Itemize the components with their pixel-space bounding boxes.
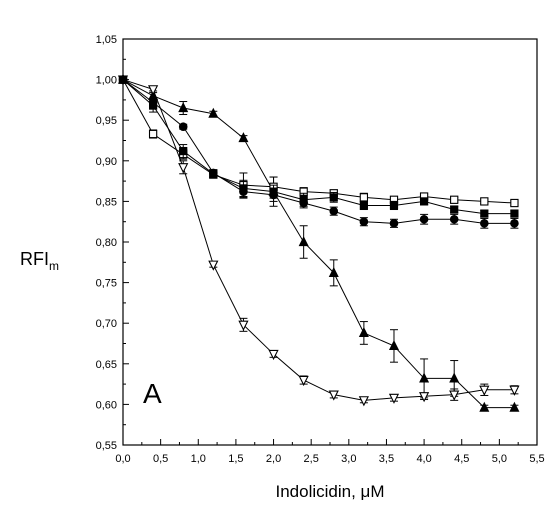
marker-filled-triangle bbox=[509, 401, 520, 412]
y-tick-label: 0,80 bbox=[96, 237, 117, 249]
marker-filled-triangle bbox=[358, 327, 369, 338]
svg-text:RFIm: RFIm bbox=[20, 249, 59, 273]
y-tick-label: 0,60 bbox=[96, 399, 117, 411]
series-layer bbox=[117, 73, 520, 412]
marker-filled-square bbox=[419, 197, 429, 206]
series-filled-square bbox=[118, 75, 519, 218]
marker-filled-circle bbox=[449, 214, 459, 224]
marker-filled-square bbox=[359, 201, 368, 210]
marker-filled-circle bbox=[118, 75, 128, 84]
series-line bbox=[122, 79, 515, 204]
x-tick-label: 4,5 bbox=[454, 453, 469, 465]
marker-filled-triangle bbox=[328, 266, 339, 277]
marker-open-triangle bbox=[208, 260, 219, 271]
marker-open-triangle bbox=[298, 375, 309, 387]
marker-filled-square bbox=[389, 201, 399, 210]
series-line bbox=[122, 79, 515, 409]
marker-filled-square bbox=[480, 209, 489, 218]
marker-filled-circle bbox=[209, 168, 218, 178]
marker-open-triangle bbox=[449, 390, 460, 401]
marker-filled-circle bbox=[359, 217, 369, 226]
marker-open-square bbox=[359, 193, 369, 202]
marker-open-triangle bbox=[238, 320, 249, 331]
marker-filled-circle bbox=[239, 187, 248, 196]
x-tick-label: 5,5 bbox=[529, 453, 544, 465]
marker-filled-triangle bbox=[449, 372, 460, 383]
marker-filled-circle bbox=[178, 122, 188, 131]
marker-open-triangle bbox=[479, 385, 490, 396]
marker-open-square bbox=[480, 197, 489, 206]
series-line bbox=[122, 79, 515, 224]
x-tick-label: 0,5 bbox=[153, 453, 168, 465]
y-tick-label: 0,65 bbox=[96, 359, 117, 371]
marker-filled-square bbox=[510, 209, 519, 218]
y-tick-label: 1,00 bbox=[96, 75, 117, 87]
y-axis-label-main: RFI bbox=[20, 249, 49, 269]
series-line bbox=[122, 79, 515, 401]
marker-filled-triangle bbox=[238, 132, 249, 143]
x-tick-label: 3,5 bbox=[379, 453, 394, 465]
series-open-square bbox=[118, 75, 519, 208]
marker-open-triangle bbox=[268, 349, 279, 361]
series-filled-triangle bbox=[117, 73, 520, 412]
marker-filled-circle bbox=[480, 219, 489, 228]
x-tick-label: 4,0 bbox=[416, 453, 431, 465]
x-tick-label: 0,0 bbox=[115, 453, 130, 465]
marker-filled-circle bbox=[389, 219, 399, 228]
series-line bbox=[122, 79, 515, 215]
x-tick-label: 5,0 bbox=[492, 453, 507, 465]
series-filled-circle bbox=[118, 75, 519, 229]
series-open-triangle-down bbox=[117, 75, 520, 407]
marker-filled-triangle bbox=[388, 340, 399, 351]
y-tick-label: 0,95 bbox=[96, 115, 117, 127]
marker-open-triangle bbox=[358, 396, 369, 407]
marker-filled-circle bbox=[419, 214, 429, 224]
x-tick-label: 1,5 bbox=[228, 453, 243, 465]
y-tick-label: 0,55 bbox=[96, 440, 117, 452]
x-tick-label: 2,5 bbox=[304, 453, 319, 465]
y-tick-label: 0,75 bbox=[96, 278, 117, 290]
marker-filled-triangle bbox=[208, 107, 219, 118]
marker-open-triangle bbox=[509, 385, 520, 396]
marker-open-triangle bbox=[178, 163, 189, 174]
marker-filled-square bbox=[329, 193, 338, 202]
y-tick-label: 0,85 bbox=[96, 196, 117, 208]
marker-open-triangle bbox=[328, 390, 339, 401]
marker-filled-circle bbox=[269, 190, 278, 200]
marker-filled-triangle bbox=[479, 401, 490, 412]
plot-frame bbox=[122, 38, 538, 446]
marker-open-square bbox=[510, 198, 519, 208]
marker-open-square bbox=[450, 195, 459, 204]
y-tick-label: 0,70 bbox=[96, 318, 117, 330]
y-axis-label-subscript: m bbox=[49, 259, 59, 273]
y-tick-label: 0,90 bbox=[96, 156, 117, 168]
x-tick-label: 1,0 bbox=[191, 453, 206, 465]
marker-open-triangle bbox=[388, 393, 400, 404]
marker-filled-circle bbox=[299, 198, 308, 208]
x-tick-label: 2,0 bbox=[266, 453, 281, 465]
marker-filled-circle bbox=[510, 219, 519, 228]
marker-filled-triangle bbox=[419, 372, 430, 383]
marker-filled-triangle bbox=[298, 236, 309, 247]
y-axis-label: RFIm bbox=[20, 249, 59, 273]
marker-filled-triangle bbox=[178, 102, 189, 113]
marker-open-square bbox=[148, 129, 158, 139]
x-tick-label: 3,0 bbox=[341, 453, 356, 465]
marker-filled-circle bbox=[148, 98, 158, 107]
axes: 0,0 0,5 1,0 1,5 2,0 2,5 3,0 3,5 4,0 4,5 5,0 5,5 0,55… bbox=[96, 34, 545, 465]
marker-open-triangle bbox=[148, 85, 159, 96]
marker-filled-square bbox=[450, 205, 459, 214]
marker-open-triangle bbox=[419, 392, 430, 403]
marker-filled-circle bbox=[329, 206, 339, 216]
panel-label: A bbox=[143, 378, 162, 409]
y-tick-label: 1,05 bbox=[96, 34, 117, 46]
x-axis-label: Indolicidin, μM bbox=[275, 482, 384, 501]
marker-filled-square bbox=[179, 146, 188, 156]
